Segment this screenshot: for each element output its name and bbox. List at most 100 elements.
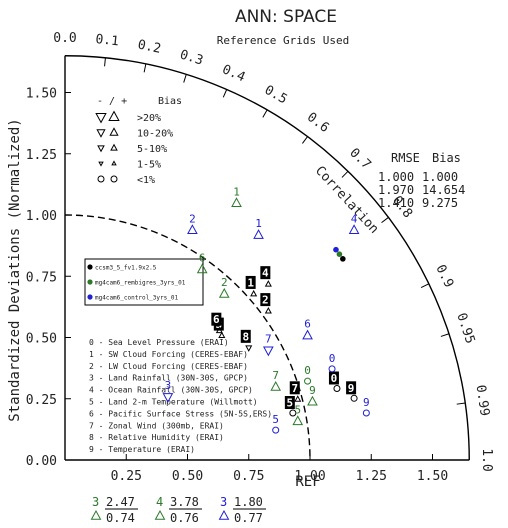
correlation-tick-label: 0.9 — [432, 262, 456, 290]
point-label: 9 — [348, 382, 355, 395]
point-label: 1 — [255, 217, 262, 230]
series-legend-label: mg4cam6_control_3yrs_01 — [95, 295, 178, 302]
bias-legend-symbol-plus — [108, 110, 120, 122]
point-label: 7 — [272, 369, 279, 382]
point-marker — [253, 229, 264, 239]
footer-variable: 3 — [92, 495, 99, 509]
footer-top-value: 2.47 — [106, 495, 135, 509]
point-label: 2 — [221, 276, 228, 289]
footer-top-value: 3.78 — [170, 495, 199, 509]
point-label: 0 — [331, 372, 338, 385]
bias-legend-label: 5-10% — [137, 144, 167, 155]
plot-frame — [64, 55, 470, 461]
bias-header: Bias — [432, 151, 461, 165]
correlation-tick — [440, 333, 450, 337]
point-marker — [270, 381, 282, 391]
point-marker — [218, 287, 230, 298]
bias-legend-label: <1% — [137, 175, 155, 186]
point-label: 8 — [242, 330, 249, 343]
bias-legend-symbol-minus — [97, 175, 105, 183]
bias-legend-symbol-plus — [110, 143, 118, 151]
point-marker — [292, 415, 304, 426]
point-label: 7 — [265, 332, 272, 345]
chart-title: ANN: SPACE — [235, 7, 337, 27]
x-tick-label: 0.75 — [233, 469, 264, 484]
variable-label: 6 - Pacific Surface Stress (5N-5S,ERS) — [89, 409, 272, 418]
series-legend-marker — [87, 294, 93, 300]
x-axis-ref-label: REF — [295, 474, 320, 490]
bias-legend-symbol-minus — [98, 161, 104, 167]
y-tick-label: 1.00 — [26, 209, 57, 224]
footer-variable: 4 — [156, 495, 163, 509]
rmse-value: 1.970 — [378, 183, 414, 197]
point-label-box — [284, 396, 295, 409]
series-legend-marker — [87, 264, 93, 270]
variable-label: 3 - Land Rainfall (30N-30S, GPCP) — [89, 374, 248, 383]
bias-legend: - / + Bias >20% 10-20% 5-10% 1-5% <1% — [95, 96, 182, 186]
x-axis-ticks: 0.25 0.50 0.75 1.00 1.25 1.50 — [111, 454, 448, 484]
rmse-header: RMSE — [391, 151, 420, 165]
y-tick-label: 1.25 — [26, 148, 57, 163]
x-tick-label: 1.00 — [294, 469, 325, 484]
correlation-tick — [456, 402, 466, 405]
point-label-box — [211, 312, 222, 326]
y-tick-label: 0.50 — [26, 332, 57, 347]
y-axis-label: Standardized Deviations (Normalized) — [7, 118, 23, 421]
y-tick-label: 1.50 — [26, 87, 57, 102]
bias-legend-symbol-plus — [110, 175, 118, 183]
variable-list: 0 - Sea Level Pressure (ERAI) 1 - SW Clou… — [89, 338, 272, 454]
variable-label: 9 - Temperature (ERAI) — [89, 445, 195, 454]
point-marker — [231, 197, 242, 208]
series-legend-marker — [87, 279, 93, 285]
bias-legend-symbol-minus — [96, 129, 106, 138]
point-marker — [289, 409, 297, 417]
point-label-box — [346, 381, 357, 395]
correlation-tick — [302, 136, 308, 144]
correlation-tick — [222, 89, 228, 98]
footer-top-value: 1.80 — [234, 495, 263, 509]
point-marker — [196, 263, 208, 274]
point-marker — [362, 409, 370, 417]
bias-legend-label: 1-5% — [137, 160, 161, 171]
bias-value: 1.000 — [422, 170, 458, 184]
footer-symbol — [90, 509, 102, 520]
reference-circle — [64, 214, 311, 461]
rmse-marker — [333, 246, 339, 253]
footer-values: 3 2.47 0.74 4 3.78 0.76 3 1.80 0.77 — [90, 495, 266, 525]
point-label: 1 — [247, 276, 254, 289]
correlation-tick — [420, 283, 430, 288]
correlation-tick-label: 0.7 — [346, 145, 373, 172]
variable-label: 2 - LW Cloud Forcing (CERES-EBAF) — [89, 362, 248, 371]
point-label-box — [245, 275, 256, 289]
point-marker — [350, 394, 358, 402]
point-marker — [328, 365, 336, 373]
point-label: 6 — [199, 251, 206, 264]
point-marker — [348, 224, 360, 234]
bias-legend-symbol-plus — [111, 160, 117, 166]
point-marker — [307, 395, 318, 406]
correlation-tick — [262, 109, 268, 118]
point-marker — [302, 329, 313, 340]
bias-legend-label: >20% — [137, 113, 161, 124]
point-marker — [245, 345, 253, 352]
variable-label: 8 - Relative Humidity (ERAI) — [89, 433, 224, 442]
point-label: 0 — [304, 364, 311, 377]
point-label-box — [328, 371, 339, 385]
footer-bottom-value: 0.77 — [234, 511, 263, 525]
correlation-tick — [104, 57, 106, 67]
correlation-tick-label: 0.5 — [262, 83, 290, 108]
correlation-arcs — [64, 214, 311, 461]
correlation-tick-label: 0.4 — [220, 62, 248, 85]
bias-value: 14.654 — [422, 183, 465, 197]
point-label: 7 — [291, 382, 298, 395]
point-marker — [294, 395, 302, 402]
point-label-box — [260, 266, 271, 280]
series-legend-label: ccsm3_5_fv1.9x2.5 — [95, 265, 157, 272]
correlation-tick-label: 0.99 — [473, 384, 492, 417]
correlation-tick — [341, 170, 349, 178]
point-marker — [250, 289, 258, 297]
point-label: 5 — [287, 397, 294, 410]
rmse-value: 1.000 — [378, 170, 414, 184]
point-label: 2 — [189, 212, 196, 225]
point-marker — [264, 307, 272, 314]
